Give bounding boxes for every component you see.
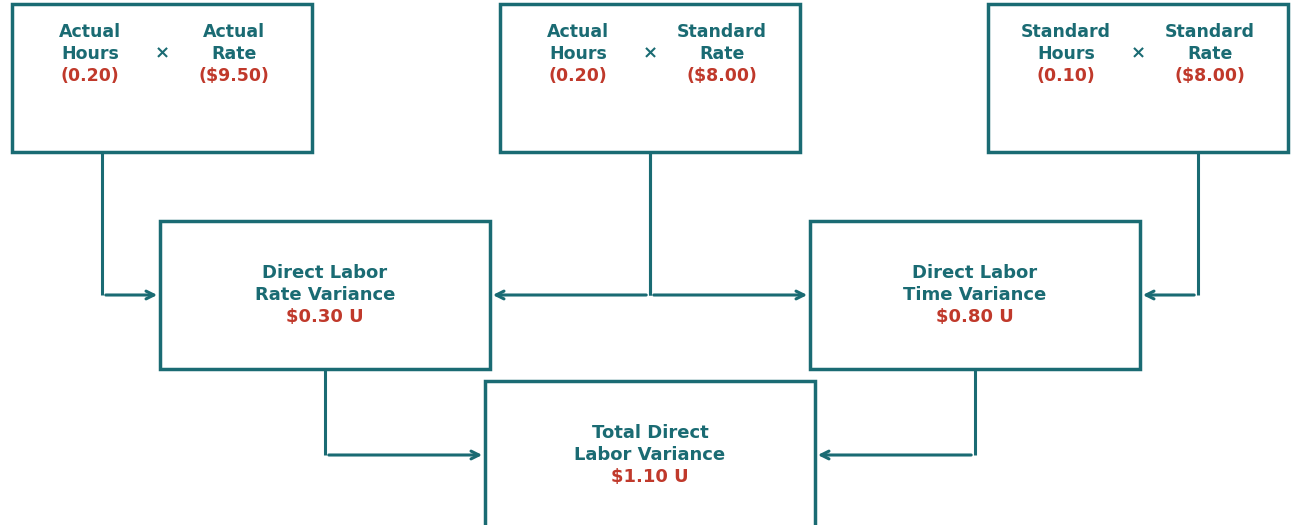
Text: $0.80 U: $0.80 U <box>936 308 1014 326</box>
Bar <box>485 381 815 525</box>
Text: Standard: Standard <box>1020 23 1112 41</box>
Text: Actual: Actual <box>58 23 121 41</box>
Text: Hours: Hours <box>61 45 118 63</box>
Text: Time Variance: Time Variance <box>903 286 1046 304</box>
Text: ×: × <box>642 45 658 63</box>
Text: $0.30 U: $0.30 U <box>286 308 364 326</box>
Text: Hours: Hours <box>1037 45 1095 63</box>
Text: ($8.00): ($8.00) <box>1175 67 1245 85</box>
Text: Total Direct: Total Direct <box>592 424 708 442</box>
Text: ×: × <box>155 45 169 63</box>
Text: Standard: Standard <box>677 23 767 41</box>
Bar <box>988 4 1288 152</box>
Text: ($9.50): ($9.50) <box>199 67 269 85</box>
Text: ($8.00): ($8.00) <box>686 67 758 85</box>
Text: (0.20): (0.20) <box>61 67 120 85</box>
Bar <box>12 4 312 152</box>
Bar <box>500 4 800 152</box>
Text: Rate: Rate <box>699 45 745 63</box>
Text: (0.20): (0.20) <box>549 67 607 85</box>
Text: (0.10): (0.10) <box>1036 67 1096 85</box>
Text: Rate: Rate <box>212 45 256 63</box>
Text: ×: × <box>1131 45 1145 63</box>
Text: Actual: Actual <box>203 23 265 41</box>
Text: Direct Labor: Direct Labor <box>263 264 387 282</box>
Text: Hours: Hours <box>549 45 607 63</box>
Bar <box>810 221 1140 369</box>
Text: Rate: Rate <box>1187 45 1232 63</box>
Text: Actual: Actual <box>547 23 610 41</box>
Text: Direct Labor: Direct Labor <box>913 264 1037 282</box>
Text: $1.10 U: $1.10 U <box>611 468 689 486</box>
Text: Labor Variance: Labor Variance <box>575 446 725 464</box>
Text: Standard: Standard <box>1165 23 1254 41</box>
Bar <box>160 221 490 369</box>
Text: Rate Variance: Rate Variance <box>255 286 395 304</box>
